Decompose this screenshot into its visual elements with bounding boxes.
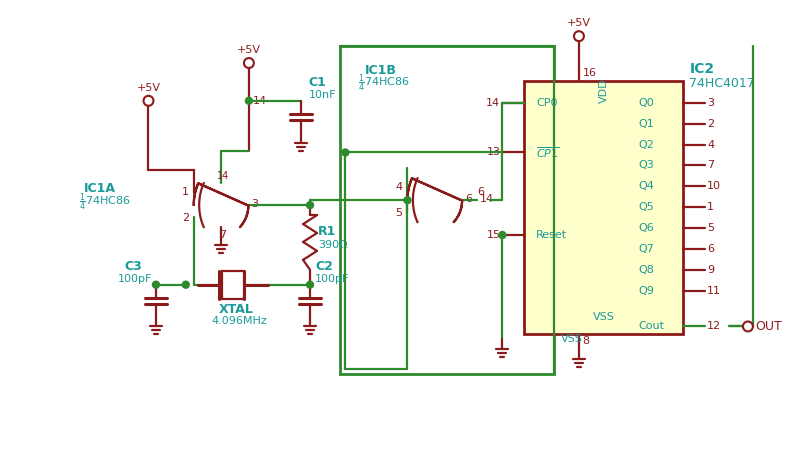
Circle shape [342,149,349,156]
Text: 3: 3 [251,199,258,209]
Text: 9: 9 [707,265,714,275]
Text: 11: 11 [707,286,721,296]
Text: C2: C2 [315,260,333,273]
Bar [524,81,683,335]
Text: 74HC4017: 74HC4017 [690,77,755,90]
Text: R1: R1 [318,225,336,238]
Circle shape [306,281,314,288]
Text: +5V: +5V [567,18,591,28]
Circle shape [499,232,506,238]
Text: 100pF: 100pF [315,274,350,284]
Circle shape [306,202,314,209]
Text: Reset: Reset [536,230,567,240]
Text: $\overline{CP1}$: $\overline{CP1}$ [536,145,560,160]
Text: 10: 10 [707,181,721,191]
Text: OUT: OUT [755,320,782,333]
Polygon shape [407,178,462,222]
Text: 12: 12 [707,321,722,331]
Text: 100pF: 100pF [118,274,153,284]
Text: 15: 15 [486,230,501,240]
Text: Q7: Q7 [638,244,654,254]
Text: Q3: Q3 [638,160,654,171]
Text: IC1B: IC1B [366,64,397,78]
Text: 16: 16 [583,68,597,78]
Circle shape [153,281,159,288]
Text: 14: 14 [486,98,501,108]
Text: 10nF: 10nF [309,90,336,100]
Text: 13: 13 [486,148,501,157]
Polygon shape [194,183,248,227]
Text: IC2: IC2 [690,62,714,76]
Text: 7: 7 [219,230,226,240]
Text: Q0: Q0 [638,98,654,108]
Circle shape [182,281,190,288]
Text: +5V: +5V [137,83,161,93]
Text: 5: 5 [707,223,714,233]
Text: Q9: Q9 [638,286,654,296]
Text: 2: 2 [182,213,189,223]
Text: 14: 14 [217,172,229,181]
Text: 4: 4 [707,140,714,149]
Text: 6: 6 [477,187,484,197]
Text: VDD: VDD [598,78,609,103]
Text: Q8: Q8 [638,265,654,275]
Text: 7: 7 [707,160,714,171]
Text: CP0: CP0 [536,98,558,108]
Text: C1: C1 [309,76,326,89]
Bar [222,271,244,298]
Circle shape [246,97,252,104]
Text: $\frac{1}{4}$74HC86: $\frac{1}{4}$74HC86 [79,191,131,213]
Text: +5V: +5V [237,45,261,55]
Circle shape [404,197,411,204]
Text: Q4: Q4 [638,181,654,191]
Bar [340,46,554,374]
Text: Q2: Q2 [638,140,654,149]
Text: Cout: Cout [638,321,665,331]
Text: 14: 14 [480,194,494,204]
Text: 2: 2 [707,118,714,129]
Text: 1: 1 [707,202,714,212]
Text: Q6: Q6 [638,223,654,233]
Text: C3: C3 [124,260,142,273]
Text: Q5: Q5 [638,202,654,212]
Text: 14: 14 [253,96,267,106]
Text: 4.096MHz: 4.096MHz [211,316,267,327]
Text: 3: 3 [707,98,714,108]
Text: Q1: Q1 [638,118,654,129]
Text: 1: 1 [182,187,189,197]
Text: VSS: VSS [561,334,583,345]
Text: $\frac{1}{4}$74HC86: $\frac{1}{4}$74HC86 [358,72,410,94]
Text: XTAL: XTAL [219,303,254,315]
Text: 8: 8 [582,337,589,346]
Text: IC1A: IC1A [84,182,116,195]
Text: 390Ω: 390Ω [318,240,348,250]
Text: VSS: VSS [593,312,614,321]
Text: 5: 5 [395,209,402,219]
Text: 4: 4 [395,182,402,192]
Text: 6: 6 [707,244,714,254]
Text: 6: 6 [465,194,472,204]
